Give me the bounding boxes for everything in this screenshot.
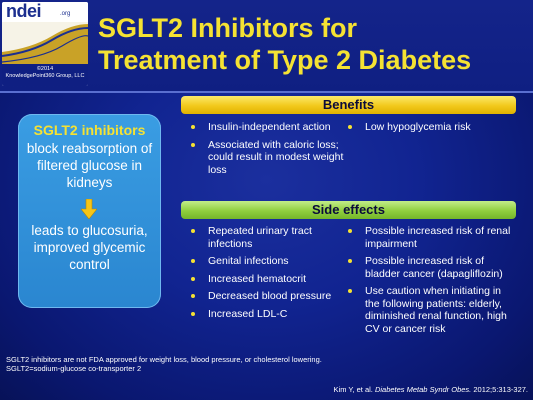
list-item: Increased hematocrit xyxy=(186,273,346,286)
benefits-list-left: Insulin-independent action Associated wi… xyxy=(186,121,346,181)
bullet-icon xyxy=(191,311,195,316)
ndei-logo: ndei .org ©2014 KnowledgePoint360 Group,… xyxy=(2,2,88,86)
mechanism-box: SGLT2 inhibitors block reabsorption of f… xyxy=(18,114,161,308)
footnote-line-1: SGLT2 inhibitors are not FDA approved fo… xyxy=(6,355,322,364)
footnote: SGLT2 inhibitors are not FDA approved fo… xyxy=(6,355,326,373)
list-item: Use caution when initiating in the follo… xyxy=(343,285,518,335)
logo-word: ndei xyxy=(6,2,42,21)
down-arrow-icon xyxy=(81,199,97,219)
copyright-year: ©2014 xyxy=(36,66,54,72)
logo-graphic-icon xyxy=(2,22,88,64)
list-item: Low hypoglycemia risk xyxy=(343,121,518,134)
item-text: Genital infections xyxy=(208,255,289,267)
list-item: Increased LDL-C xyxy=(186,308,346,321)
logo-top: ndei .org xyxy=(2,2,88,22)
logo-suffix: .org xyxy=(60,11,71,17)
bullet-icon xyxy=(191,259,195,263)
side-effects-list-right: Possible increased risk of renal impairm… xyxy=(343,225,518,340)
bullet-icon xyxy=(191,142,195,147)
side-effects-header: Side effects xyxy=(181,201,516,219)
list-item: Associated with caloric loss; could resu… xyxy=(186,139,346,177)
benefits-list-right: Low hypoglycemia risk xyxy=(343,121,518,139)
bullet-icon xyxy=(191,229,195,233)
item-text: Increased LDL-C xyxy=(208,307,288,320)
list-item: Genital infections xyxy=(186,255,346,268)
item-text: Possible increased risk of renal impairm… xyxy=(365,225,511,250)
item-text: Possible increased risk of bladder cance… xyxy=(365,255,503,280)
title-divider xyxy=(0,91,533,93)
list-item: Decreased blood pressure xyxy=(186,290,346,303)
item-text: Insulin-independent action xyxy=(208,121,331,133)
item-text: Decreased blood pressure xyxy=(208,290,332,302)
outcome-text: leads to glucosuria, improved glycemic c… xyxy=(31,223,148,272)
item-text: Low hypoglycemia risk xyxy=(365,121,471,133)
bullet-icon xyxy=(191,276,195,281)
list-item: Insulin-independent action xyxy=(186,121,346,134)
bullet-icon xyxy=(191,125,195,129)
list-item: Possible increased risk of renal impairm… xyxy=(343,225,518,250)
title-line-2: Treatment of Type 2 Diabetes xyxy=(98,45,472,75)
citation-ref: 2012;5:313-327. xyxy=(473,385,528,394)
item-text: Associated with caloric loss; could resu… xyxy=(208,138,344,176)
bullet-icon xyxy=(348,229,352,233)
logo-copyright: ©2014 KnowledgePoint360 Group, LLC xyxy=(2,64,88,86)
bullet-icon xyxy=(191,294,195,298)
footnote-line-2: SGLT2=sodium-glucose co-transporter 2 xyxy=(6,364,142,373)
list-item: Possible increased risk of bladder cance… xyxy=(343,255,518,280)
benefits-header: Benefits xyxy=(181,96,516,114)
item-text: Increased hematocrit xyxy=(208,272,307,285)
item-text: Use caution when initiating in the follo… xyxy=(365,285,507,335)
side-effects-list-left: Repeated urinary tract infections Genita… xyxy=(186,225,346,325)
mechanism-heading: SGLT2 inhibitors xyxy=(33,122,146,138)
bullet-icon xyxy=(348,259,352,263)
citation-author: Kim Y, et al. xyxy=(333,385,373,394)
slide-title: SGLT2 Inhibitors for Treatment of Type 2… xyxy=(98,12,518,76)
citation: Kim Y, et al. Diabetes Metab Syndr Obes.… xyxy=(290,385,528,394)
bullet-icon xyxy=(348,125,352,129)
title-line-1: SGLT2 Inhibitors for xyxy=(98,13,357,43)
copyright-owner: KnowledgePoint360 Group, LLC xyxy=(5,73,85,79)
list-item: Repeated urinary tract infections xyxy=(186,225,346,250)
item-text: Repeated urinary tract infections xyxy=(208,225,312,250)
bullet-icon xyxy=(348,289,352,293)
citation-journal: Diabetes Metab Syndr Obes. xyxy=(374,385,472,394)
title-band xyxy=(0,0,533,92)
mechanism-text: block reabsorption of filtered glucose i… xyxy=(26,141,153,190)
